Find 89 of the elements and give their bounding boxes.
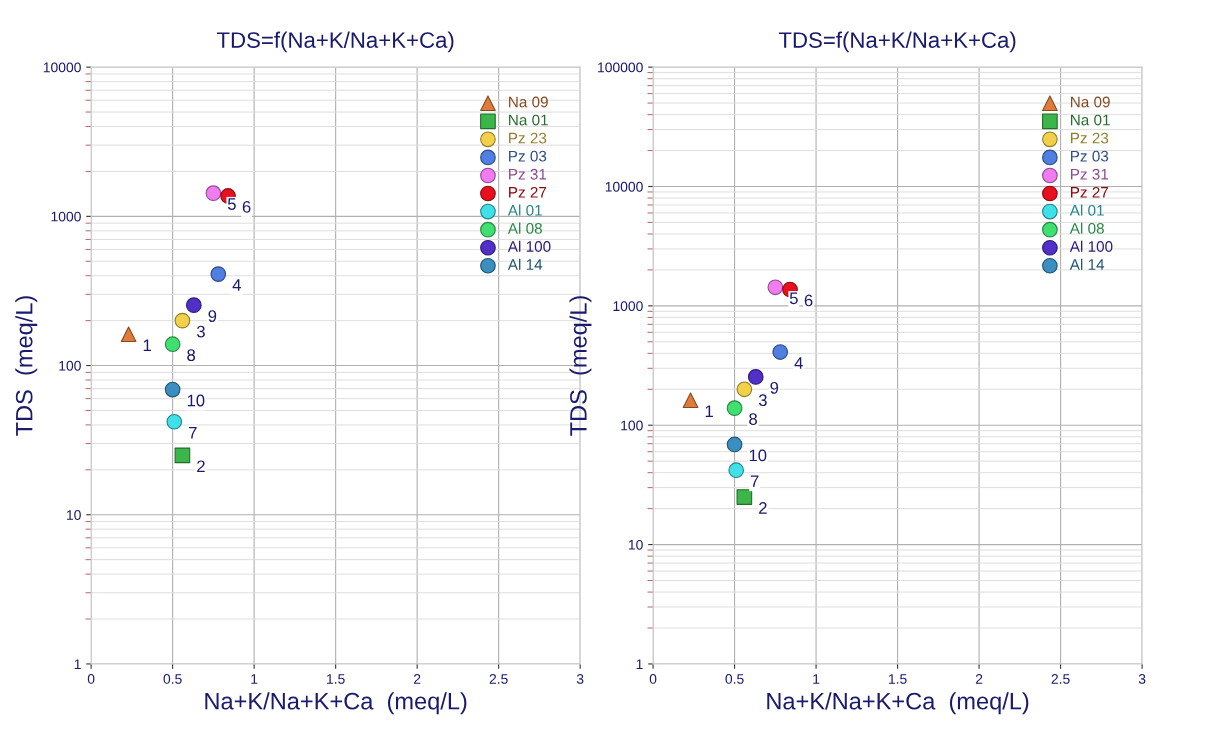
y-tick-label: 10 — [67, 510, 81, 520]
annotation: 7 — [189, 426, 197, 439]
legend-label: Al 08 — [1069, 222, 1104, 234]
point — [174, 312, 191, 329]
annotation: 4 — [232, 279, 241, 291]
point — [728, 462, 745, 479]
annotation: 7 — [750, 475, 759, 487]
legend-label: Pz 23 — [1071, 132, 1109, 144]
point — [120, 326, 137, 343]
legend-label: Pz 03 — [509, 150, 547, 162]
x-tick-label: 2.5 — [489, 674, 508, 684]
point — [164, 336, 181, 353]
x-tick-label: 0.5 — [163, 674, 182, 684]
point — [174, 447, 191, 464]
x-tick-label: 3 — [576, 674, 584, 684]
y-tick-label: 1000 — [51, 211, 81, 222]
y-tick-label: 10 — [628, 539, 643, 550]
legend-label: Al 100 — [1069, 240, 1113, 252]
y-tick-label: 100 — [621, 420, 643, 431]
annotation: 3 — [758, 394, 767, 407]
y-tick-label: 1 — [74, 659, 81, 669]
annotation: 1 — [143, 339, 151, 351]
x-tick-label: 1.5 — [888, 674, 907, 684]
y-tick-label: 10000 — [605, 181, 643, 192]
point — [205, 185, 222, 202]
y-tick-label: 1000 — [613, 301, 643, 312]
y-tick-label: 10000 — [43, 62, 81, 73]
y-tick-label: 1 — [636, 659, 643, 669]
x-tick-label: 2 — [975, 674, 983, 684]
point — [747, 369, 764, 385]
legend-label: Al 01 — [507, 204, 542, 216]
x-tick-label: 2.5 — [1051, 674, 1070, 684]
annotation: 4 — [794, 357, 803, 369]
x-tick-label: 3 — [1138, 674, 1146, 684]
chart-title: TDS=f(Na+K/Na+K+Ca) — [778, 31, 1016, 53]
y-axis-title: TDS (meq/L) — [569, 296, 592, 436]
annotation: 10 — [187, 394, 205, 407]
annotation: 5 — [227, 198, 236, 210]
annotation: 2 — [759, 502, 767, 514]
x-axis-title: Na+K/Na+K+Ca (meq/L) — [205, 692, 467, 715]
legend-label: Na 09 — [509, 96, 548, 108]
point — [185, 297, 202, 313]
x-tick-label: 2 — [413, 674, 421, 684]
legend-label: Al 100 — [507, 240, 551, 252]
annotation: 1 — [705, 405, 713, 417]
legend-label: Al 14 — [507, 258, 543, 270]
annotation: 6 — [804, 294, 813, 307]
chart-title: TDS=f(Na+K/Na+K+Ca) — [216, 31, 454, 53]
point — [736, 381, 753, 398]
point — [164, 381, 181, 398]
x-axis-title: Na+K/Na+K+Ca (meq/L) — [767, 692, 1029, 715]
legend-label: Na 01 — [509, 114, 548, 126]
legend-label: Na 01 — [1071, 114, 1110, 126]
point — [772, 344, 789, 360]
annotation: 9 — [208, 310, 217, 322]
y-axis-title: TDS (meq/L) — [15, 296, 38, 436]
legend-label: Pz 03 — [1071, 150, 1109, 162]
x-tick-label: 0.5 — [725, 674, 744, 684]
legend-label: Al 01 — [1069, 204, 1104, 216]
y-tick-label: 100000 — [598, 62, 643, 73]
point — [736, 489, 753, 505]
annotation: 8 — [187, 349, 196, 362]
x-tick-label: 0 — [649, 674, 657, 684]
point — [767, 279, 784, 296]
point — [726, 436, 743, 453]
point — [726, 400, 743, 416]
legend-label: Pz 27 — [1071, 186, 1109, 198]
legend-label: Pz 27 — [509, 186, 547, 198]
x-tick-label: 1.5 — [327, 674, 345, 684]
annotation: 9 — [770, 381, 779, 394]
annotation: 5 — [789, 292, 798, 305]
legend-label: Pz 31 — [509, 168, 547, 180]
annotation: 8 — [749, 413, 757, 425]
legend-label: Pz 31 — [1071, 168, 1109, 180]
legend-label: Pz 23 — [509, 132, 547, 144]
point — [682, 392, 699, 409]
annotation: 10 — [749, 449, 767, 462]
x-tick-label: 0 — [87, 674, 95, 684]
annotation: 2 — [197, 460, 205, 473]
y-tick-label: 100 — [59, 360, 81, 371]
x-tick-label: 1 — [251, 674, 258, 684]
point — [210, 266, 227, 282]
annotation: 3 — [196, 325, 205, 338]
legend-label: Al 14 — [1069, 258, 1105, 270]
point — [166, 413, 183, 430]
x-tick-label: 1 — [813, 674, 820, 684]
legend-label: Na 09 — [1071, 96, 1110, 108]
annotation: 6 — [242, 200, 251, 213]
legend-label: Al 08 — [507, 222, 542, 234]
